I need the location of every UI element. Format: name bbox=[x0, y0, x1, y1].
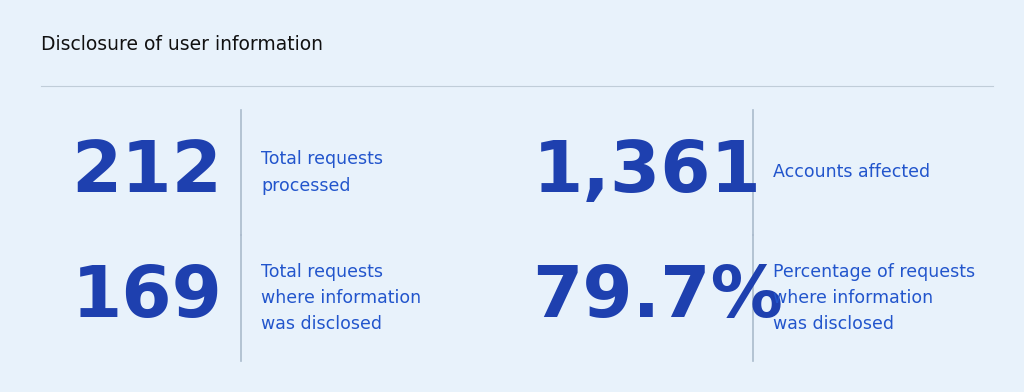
Text: Total requests
processed: Total requests processed bbox=[261, 150, 383, 195]
Text: Disclosure of user information: Disclosure of user information bbox=[41, 35, 323, 54]
Text: Percentage of requests
where information
was disclosed: Percentage of requests where information… bbox=[773, 263, 975, 333]
Text: Accounts affected: Accounts affected bbox=[773, 163, 930, 181]
Text: Total requests
where information
was disclosed: Total requests where information was dis… bbox=[261, 263, 421, 333]
Text: 1,361: 1,361 bbox=[532, 138, 762, 207]
Text: 169: 169 bbox=[72, 263, 222, 332]
Text: 79.7%: 79.7% bbox=[532, 263, 783, 332]
Text: 212: 212 bbox=[72, 138, 222, 207]
